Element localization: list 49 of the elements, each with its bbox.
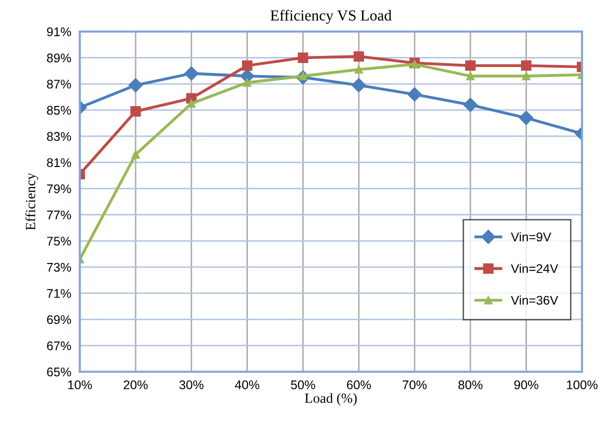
point	[520, 60, 532, 71]
y-tick-label: 75%	[47, 236, 72, 246]
point	[463, 98, 478, 112]
x-tick-label: 60%	[346, 380, 371, 390]
legend-label: Vin=36V	[510, 296, 558, 305]
y-tick-label: 87%	[46, 80, 72, 89]
x-tick-label: 40%	[234, 380, 260, 390]
x-tick-label: 10%	[68, 380, 92, 390]
legend-label: Vin=9V	[510, 232, 552, 242]
x-tick-label: 90%	[514, 380, 538, 390]
point	[408, 87, 422, 102]
point	[131, 150, 140, 159]
y-tick-label: 69%	[47, 315, 72, 324]
y-tick-label: 77%	[47, 210, 72, 220]
point	[410, 60, 419, 68]
x-tick-label: 30%	[179, 380, 204, 390]
point	[242, 60, 252, 71]
y-tick-label: 85%	[46, 106, 72, 115]
y-tick-label: 89%	[46, 54, 72, 62]
x-axis-title: Load (%)	[304, 393, 357, 406]
point	[519, 110, 534, 126]
y-tick-label: 65%	[47, 368, 72, 376]
point	[243, 78, 252, 87]
point	[466, 72, 475, 80]
x-tick-label: 80%	[458, 380, 482, 390]
chart-title: Efficiency VS Load	[270, 10, 392, 24]
x-tick-label: 50%	[290, 380, 316, 390]
y-tick-label: 91%	[47, 27, 72, 36]
x-tick-label: 70%	[402, 380, 427, 390]
point	[522, 72, 530, 80]
y-tick-label: 67%	[47, 341, 72, 350]
y-tick-label: 81%	[46, 158, 72, 168]
point	[352, 78, 366, 92]
y-tick-label: 83%	[46, 132, 72, 141]
legend-label: Vin=24V	[510, 264, 558, 273]
point	[187, 99, 196, 108]
point	[130, 106, 141, 117]
point	[354, 51, 364, 62]
point	[298, 52, 308, 63]
point	[128, 78, 143, 92]
y-tick-label: 79%	[47, 184, 72, 194]
y-axis-title: Efficiency	[25, 172, 38, 230]
y-tick-label: 73%	[47, 262, 72, 272]
point	[465, 60, 476, 71]
point	[354, 65, 363, 74]
x-tick-label: 100%	[566, 380, 598, 390]
point	[184, 66, 198, 81]
x-tick-label: 20%	[124, 380, 148, 390]
y-tick-label: 71%	[47, 289, 72, 298]
